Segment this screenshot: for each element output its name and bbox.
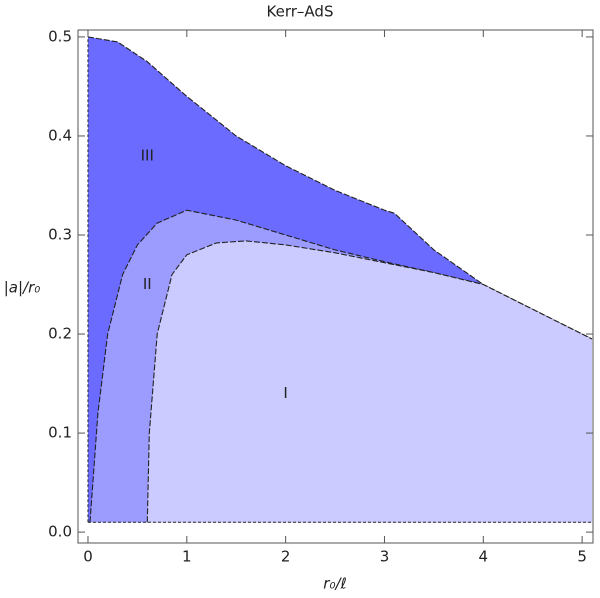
region-label: III — [141, 146, 154, 164]
x-tick-label: 4 — [479, 548, 489, 566]
y-axis-label: |a|/r₀ — [4, 279, 41, 297]
region-label: I — [283, 384, 287, 402]
plot-frame — [77, 29, 594, 544]
x-tick-label: 3 — [380, 548, 390, 566]
x-tick-label: 5 — [577, 548, 587, 566]
y-tick-label: 0.1 — [48, 424, 72, 442]
y-tick-label: 0.0 — [48, 523, 72, 541]
x-axis-label: r₀/ℓ — [323, 575, 346, 593]
chart-title: Kerr–AdS — [267, 3, 334, 21]
y-tick-label: 0.4 — [48, 126, 72, 144]
y-tick-label: 0.3 — [48, 226, 72, 244]
region-boundary — [89, 209, 484, 523]
x-tick-label: 0 — [83, 548, 93, 566]
y-tick-label: 0.2 — [48, 325, 72, 343]
x-tick-label: 2 — [281, 548, 291, 566]
x-tick-label: 1 — [182, 548, 192, 566]
region-fill — [147, 240, 593, 523]
region-boundary — [146, 240, 593, 523]
y-tick-label: 0.5 — [48, 27, 72, 45]
region-label: II — [143, 275, 152, 293]
